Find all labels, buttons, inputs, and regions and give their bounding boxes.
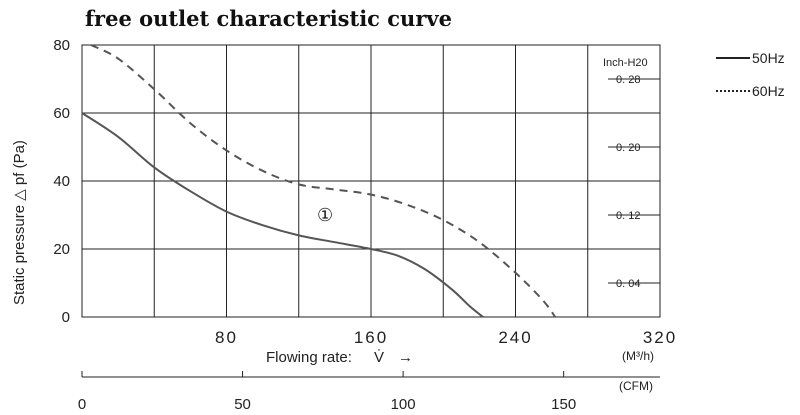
x-axis-unit: (M³/h): [622, 349, 654, 363]
right-tick-labels: 0. 04 0. 12 0. 20 0. 28: [608, 74, 660, 290]
x-tick-label: 320: [643, 328, 677, 347]
series-lines: [81, 44, 557, 318]
y-tick-label: 20: [53, 241, 70, 258]
x-tick-label: 160: [354, 328, 388, 347]
cfm-tick-label: 150: [551, 396, 576, 413]
x-tick-label: 240: [498, 328, 532, 347]
cfm-ticks: 0 50 100 150: [78, 371, 576, 413]
x-axis-label: Flowing rate:: [266, 349, 352, 366]
cfm-tick-label: 100: [391, 396, 416, 413]
cfm-axis-unit: (CFM): [619, 379, 653, 393]
right-tick-label: 0. 04: [616, 278, 640, 290]
cfm-tick-label: 50: [234, 396, 251, 413]
legend-label-60hz: 60Hz: [752, 83, 785, 99]
legend-label-50hz: 50Hz: [752, 50, 785, 66]
y-tick-label: 60: [53, 105, 70, 122]
cfm-tick-label: 0: [78, 396, 86, 413]
chart-title: free outlet characteristic curve: [85, 6, 452, 31]
right-tick-label: 0. 20: [616, 142, 640, 154]
series-line-60hz: [90, 44, 557, 318]
x-tick-labels: 80 160 240 320: [215, 328, 677, 347]
y-tick-label: 0: [62, 309, 70, 326]
y-tick-labels: 0 20 40 60 80: [53, 37, 70, 326]
x-tick-label: 80: [215, 328, 238, 347]
right-axis-label: Inch-H20: [603, 57, 648, 69]
plot-grid: [81, 44, 661, 318]
y-axis-label: Static pressure △ pf (Pa): [11, 140, 28, 305]
y-tick-label: 80: [53, 37, 70, 54]
series-line-50hz: [81, 112, 484, 318]
x-axis-symbol: V̇: [374, 349, 384, 366]
curve-annotation: ①: [317, 205, 333, 225]
y-tick-label: 40: [53, 173, 70, 190]
right-tick-label: 0. 28: [616, 74, 640, 86]
legend: 50Hz 60Hz: [716, 50, 785, 99]
right-tick-label: 0. 12: [616, 210, 640, 222]
x-axis-arrow: →: [398, 349, 413, 366]
